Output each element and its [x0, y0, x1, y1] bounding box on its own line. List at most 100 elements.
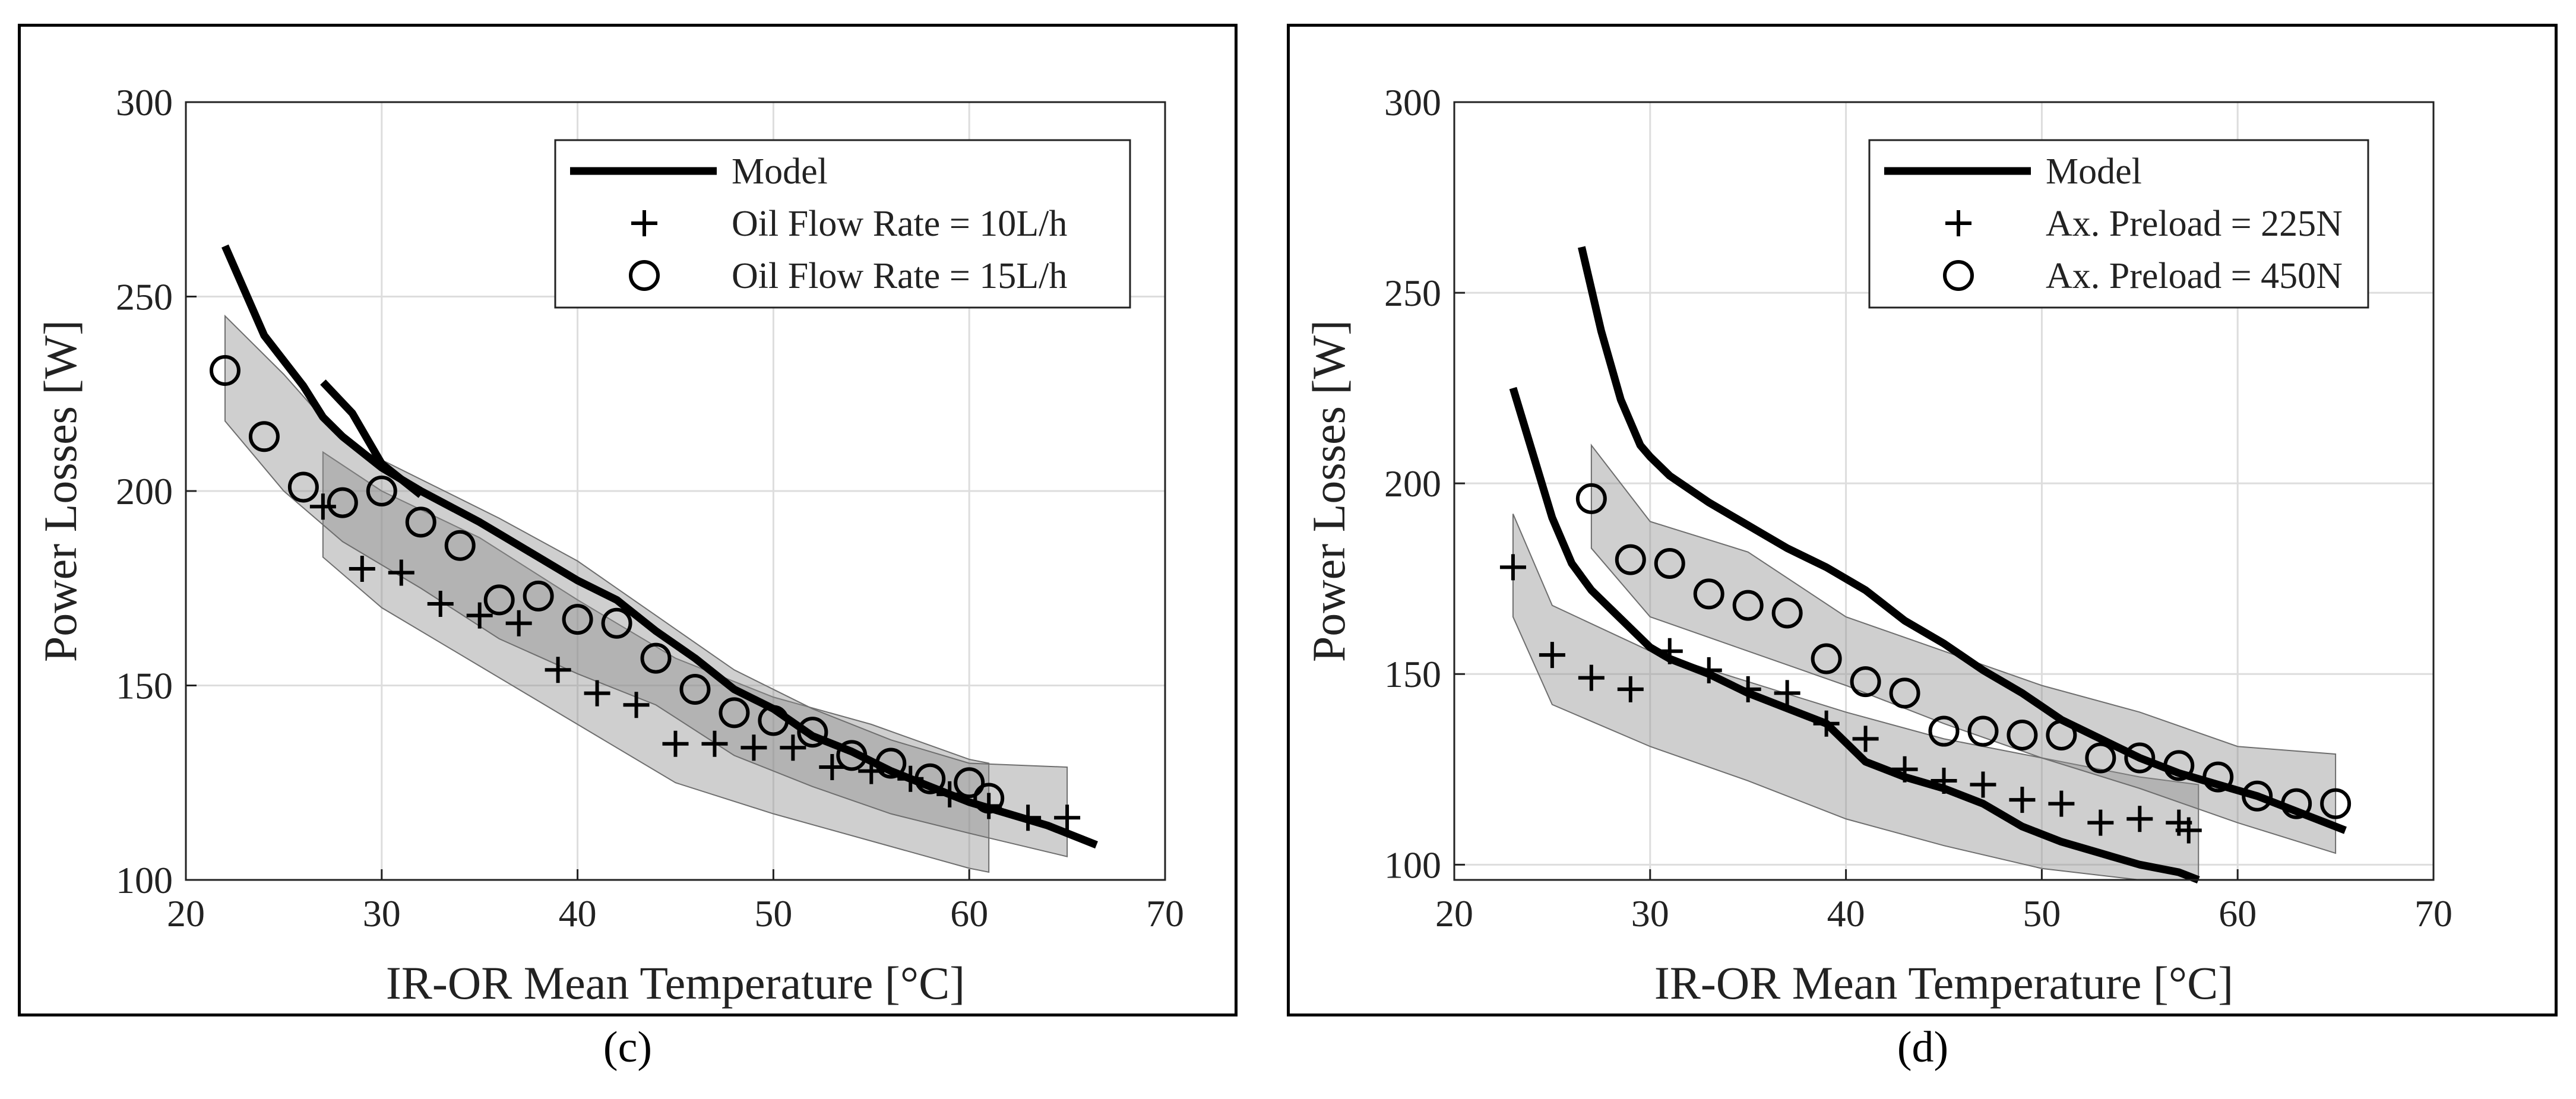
- chart-d-x-tick-label-2: 40: [1827, 892, 1865, 935]
- chart-c-plus-point-6: [545, 657, 571, 683]
- chart-d-plus-point-1: [1539, 642, 1565, 669]
- chart-c-x-tick-label-4: 60: [950, 892, 988, 935]
- chart-d-circle-point-2: [1654, 548, 1685, 579]
- chart-d-legend-label-0: Model: [2046, 151, 2142, 192]
- chart-d-circle-point-12: [2046, 719, 2077, 750]
- chart-c-circle-point-0: [209, 354, 240, 386]
- chart-c-plus-point-0: [309, 493, 336, 520]
- chart-c-circle-point-16: [836, 740, 868, 771]
- chart-d-circle-point-0: [1575, 483, 1607, 514]
- chart-d-circle-point-5: [1771, 597, 1803, 629]
- chart-c-legend-circle-swatch: [629, 260, 660, 291]
- chart-d-circle-point-1: [1615, 544, 1646, 575]
- chart-c-plus-point-19: [1054, 805, 1081, 831]
- chart-c-circle-point-9: [562, 604, 593, 635]
- chart-c-plus-point-9: [662, 730, 689, 757]
- chart-c-plus-point-3: [427, 590, 454, 617]
- chart-d-circle-point-17: [2242, 780, 2273, 812]
- chart-d-plus-point-7: [1774, 680, 1800, 707]
- chart-d-circle-point-14: [2124, 742, 2156, 774]
- chart-d-y-tick-label-2: 200: [1384, 463, 1441, 505]
- chart-c-plus-point-13: [819, 754, 846, 781]
- chart-c-y-tick-label-4: 300: [116, 81, 173, 123]
- chart-d-y-tick-label-1: 150: [1384, 653, 1441, 695]
- chart-c-plus-point-16: [936, 781, 963, 807]
- chart-d-circle-point-10: [1967, 715, 1999, 747]
- chart-d-circle-point-6: [1811, 643, 1842, 674]
- chart-c-plus-point-12: [780, 734, 806, 761]
- chart-c-y-axis-label: Power Losses [W]: [34, 320, 86, 662]
- chart-c-legend-label-2: Oil Flow Rate = 15L/h: [732, 256, 1067, 296]
- chart-c-circle-point-17: [875, 748, 907, 779]
- chart-d-circle-point-7: [1850, 666, 1881, 698]
- chart-c-x-tick-label-5: 70: [1146, 892, 1184, 935]
- chart-d-x-tick-label-5: 70: [2414, 892, 2452, 935]
- chart-c-x-tick-label-0: 20: [167, 892, 205, 935]
- chart-c-y-tick-label-0: 100: [116, 859, 173, 901]
- panel-caption-c: (c): [603, 1023, 653, 1072]
- chart-d-model-line-0: [1578, 246, 2347, 834]
- chart-d-legend-label-1: Ax. Preload = 225N: [2046, 204, 2343, 244]
- chart-c-circle-point-6: [444, 530, 476, 561]
- chart-c-plus-point-7: [584, 680, 610, 707]
- chart-d-plus-point-18: [2175, 817, 2202, 844]
- chart-d-legend-plus-swatch: [1945, 210, 1971, 236]
- panel-caption-d: (d): [1897, 1023, 1949, 1072]
- chart-d-plus-point-14: [2048, 790, 2075, 817]
- chart-d-y-tick-label-4: 300: [1384, 81, 1441, 123]
- chart-c-plus-point-18: [1015, 805, 1042, 831]
- chart-d-x-tick-label-0: 20: [1435, 892, 1473, 935]
- chart-c-x-tick-label-3: 50: [754, 892, 792, 935]
- chart-d-circle-point-16: [2202, 761, 2234, 793]
- chart-d-circle-point-3: [1693, 578, 1724, 610]
- chart-d-circle-point-13: [2085, 742, 2116, 774]
- chart-d-x-tick-label-4: 60: [2219, 892, 2257, 935]
- chart-c-circle-point-10: [601, 607, 632, 639]
- chart-c-plus-point-10: [701, 730, 728, 757]
- chart-c-circle-point-18: [914, 763, 946, 794]
- chart-d-plus-point-16: [2126, 806, 2153, 832]
- chart-d-circle-point-15: [2163, 750, 2195, 781]
- chart-c-circle-point-11: [640, 642, 672, 674]
- chart-d-band-1: [1590, 444, 2337, 854]
- chart-d-y-tick-label-0: 100: [1384, 844, 1441, 886]
- chart-c-circle-point-20: [973, 783, 1005, 814]
- chart-c-circle-point-5: [405, 506, 436, 538]
- chart-c-model-line-0: [221, 244, 1098, 849]
- chart-c-circle-point-3: [327, 487, 358, 518]
- chart-d-legend-label-2: Ax. Preload = 450N: [2046, 256, 2343, 296]
- chart-d-plus-point-3: [1617, 676, 1644, 702]
- chart-c-plus-point-1: [349, 556, 375, 582]
- chart-c-circle-point-2: [287, 471, 319, 503]
- chart-d-plus-point-11: [1931, 768, 1957, 794]
- chart-d-plus-point-6: [1735, 676, 1761, 702]
- chart-c-plus-point-17: [976, 793, 1002, 819]
- chart-c-x-tick-label-2: 40: [559, 892, 597, 935]
- chart-c-y-tick-label-3: 250: [116, 276, 173, 318]
- chart-d-plot-area: [1453, 101, 2435, 881]
- chart-d-y-axis-label: Power Losses [W]: [1303, 320, 1355, 662]
- chart-c-plus-point-2: [388, 559, 414, 586]
- chart-d-x-axis-label: IR-OR Mean Temperature [°C]: [1654, 957, 2233, 1009]
- chart-d-circle-point-9: [1928, 715, 1960, 747]
- chart-d-circle-point-18: [2281, 788, 2312, 819]
- chart-c-circle-point-1: [248, 421, 280, 452]
- chart-c-circle-point-14: [758, 705, 789, 736]
- chart-d-model-line-1: [1509, 387, 2200, 884]
- chart-d-plus-point-9: [1852, 726, 1879, 752]
- chart-d-plus-point-12: [1970, 771, 1996, 798]
- chart-c-plus-point-15: [897, 765, 924, 792]
- chart-d-x-tick-label-1: 30: [1631, 892, 1669, 935]
- chart-d-circle-point-19: [2320, 788, 2352, 819]
- chart-d-plus-point-4: [1656, 638, 1683, 664]
- chart-d-plus-point-0: [1499, 554, 1526, 581]
- chart-d-plus-point-10: [1891, 756, 1918, 783]
- chart-d-legend-circle-swatch: [1943, 260, 1974, 291]
- chart-c-circle-point-4: [366, 476, 397, 506]
- chart-d-circle-point-4: [1732, 590, 1764, 621]
- chart-c-circle-point-13: [719, 697, 750, 729]
- chart-c-plus-point-8: [623, 692, 650, 718]
- chart-c-legend-label-0: Model: [732, 151, 828, 192]
- chart-c-plus-point-11: [740, 734, 767, 761]
